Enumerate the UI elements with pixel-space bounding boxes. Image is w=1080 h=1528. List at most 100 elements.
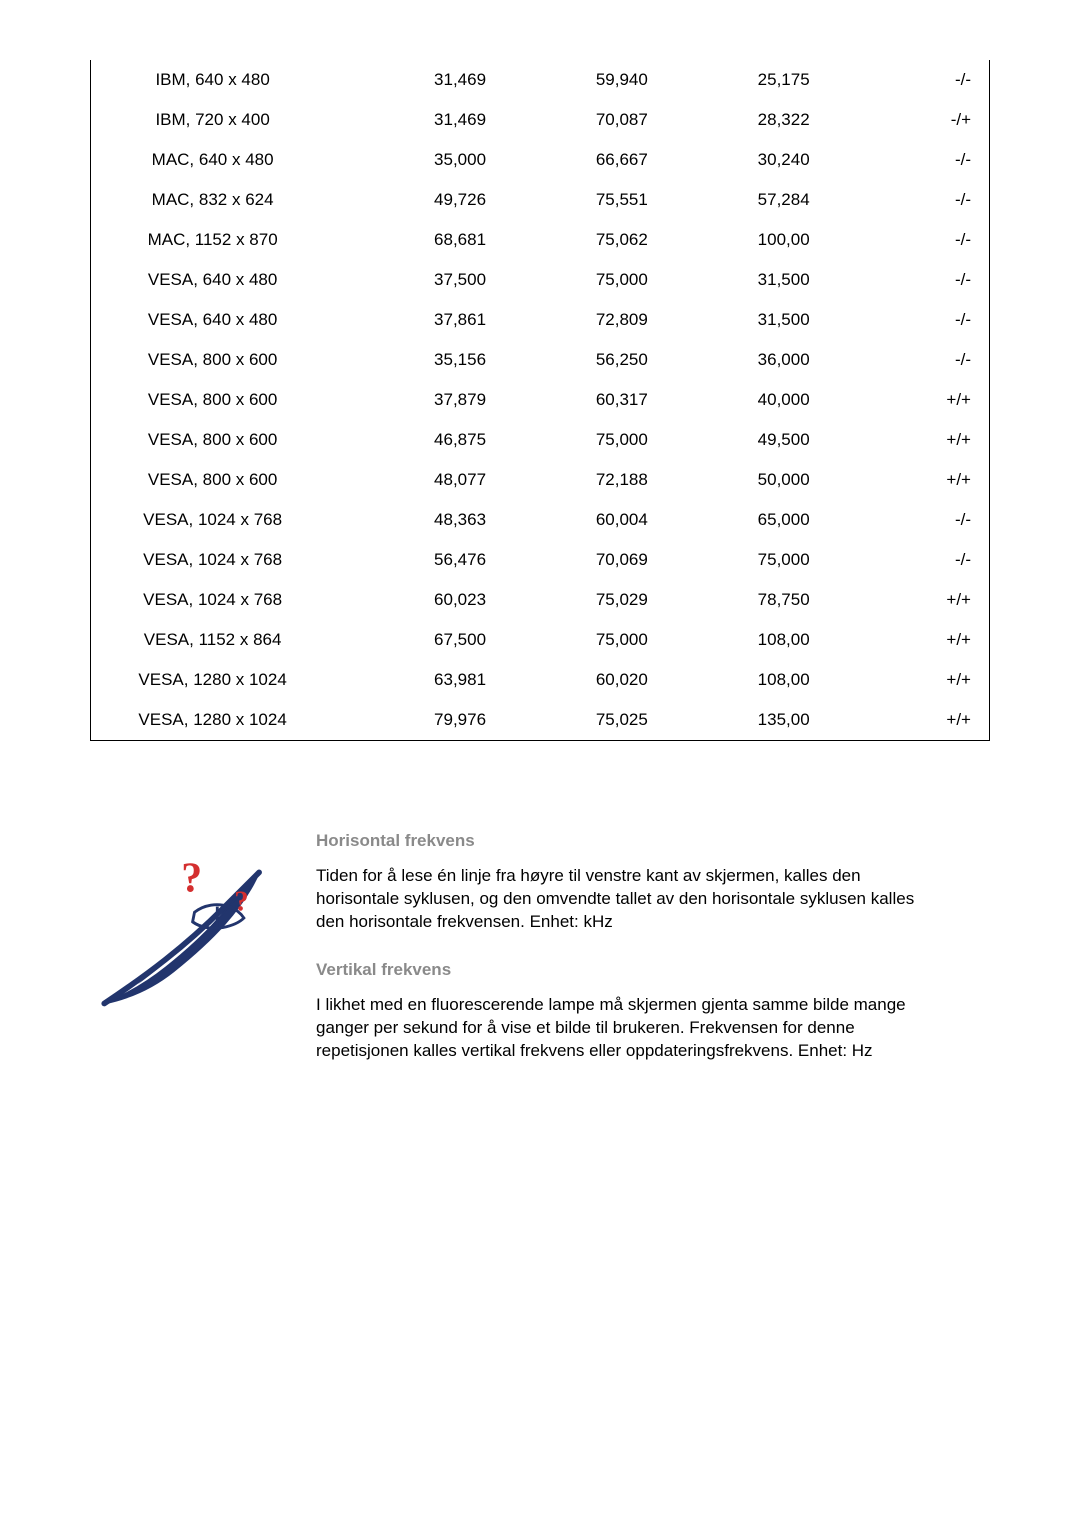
table-cell: 40,000: [666, 380, 828, 420]
display-mode-table: IBM, 640 x 48031,46959,94025,175-/-IBM, …: [90, 60, 990, 741]
table-cell: VESA, 1024 x 768: [91, 500, 343, 540]
table-cell: 75,062: [504, 220, 666, 260]
table-row: VESA, 640 x 48037,50075,00031,500-/-: [91, 260, 990, 300]
table-cell: 79,976: [342, 700, 504, 741]
table-cell: IBM, 720 x 400: [91, 100, 343, 140]
table-cell: -/-: [828, 140, 990, 180]
table-cell: MAC, 1152 x 870: [91, 220, 343, 260]
table-cell: 49,500: [666, 420, 828, 460]
table-cell: -/-: [828, 500, 990, 540]
table-cell: 72,188: [504, 460, 666, 500]
table-cell: +/+: [828, 380, 990, 420]
table-cell: 63,981: [342, 660, 504, 700]
table-cell: 31,500: [666, 300, 828, 340]
table-cell: VESA, 1024 x 768: [91, 540, 343, 580]
table-cell: -/-: [828, 300, 990, 340]
table-row: VESA, 1024 x 76848,36360,00465,000-/-: [91, 500, 990, 540]
table-cell: 36,000: [666, 340, 828, 380]
table-cell: 60,317: [504, 380, 666, 420]
table-cell: -/-: [828, 540, 990, 580]
table-cell: -/-: [828, 260, 990, 300]
info-icon: ? ?: [90, 861, 280, 1018]
table-cell: -/-: [828, 340, 990, 380]
table-cell: +/+: [828, 580, 990, 620]
table-cell: +/+: [828, 420, 990, 460]
table-row: IBM, 640 x 48031,46959,94025,175-/-: [91, 60, 990, 100]
table-cell: 67,500: [342, 620, 504, 660]
table-row: IBM, 720 x 40031,46970,08728,322-/+: [91, 100, 990, 140]
table-cell: MAC, 832 x 624: [91, 180, 343, 220]
vfreq-body: I likhet med en fluorescerende lampe må …: [316, 994, 930, 1063]
table-row: VESA, 1152 x 86467,50075,000108,00+/+: [91, 620, 990, 660]
table-cell: 66,667: [504, 140, 666, 180]
table-cell: -/-: [828, 220, 990, 260]
table-cell: 75,029: [504, 580, 666, 620]
table-cell: 56,476: [342, 540, 504, 580]
page: IBM, 640 x 48031,46959,94025,175-/-IBM, …: [0, 0, 1080, 1149]
table-cell: 37,500: [342, 260, 504, 300]
table-row: MAC, 1152 x 87068,68175,062100,00-/-: [91, 220, 990, 260]
table-cell: +/+: [828, 660, 990, 700]
svg-text:?: ?: [181, 861, 202, 901]
table-cell: 46,875: [342, 420, 504, 460]
table-cell: +/+: [828, 620, 990, 660]
table-cell: 108,00: [666, 660, 828, 700]
table-cell: 56,250: [504, 340, 666, 380]
table-body: IBM, 640 x 48031,46959,94025,175-/-IBM, …: [91, 60, 990, 741]
table-cell: 50,000: [666, 460, 828, 500]
table-row: VESA, 640 x 48037,86172,80931,500-/-: [91, 300, 990, 340]
table-cell: -/+: [828, 100, 990, 140]
table-cell: VESA, 640 x 480: [91, 300, 343, 340]
table-cell: VESA, 1280 x 1024: [91, 660, 343, 700]
table-cell: 60,004: [504, 500, 666, 540]
table-cell: 25,175: [666, 60, 828, 100]
table-cell: 70,069: [504, 540, 666, 580]
table-cell: VESA, 640 x 480: [91, 260, 343, 300]
table-row: VESA, 800 x 60048,07772,18850,000+/+: [91, 460, 990, 500]
table-cell: +/+: [828, 460, 990, 500]
table-cell: VESA, 1024 x 768: [91, 580, 343, 620]
table-cell: 60,020: [504, 660, 666, 700]
table-cell: 48,363: [342, 500, 504, 540]
hfreq-heading: Horisontal frekvens: [316, 831, 930, 851]
table-row: VESA, 800 x 60037,87960,31740,000+/+: [91, 380, 990, 420]
table-cell: 75,551: [504, 180, 666, 220]
table-cell: -/-: [828, 60, 990, 100]
table-cell: 35,156: [342, 340, 504, 380]
table-cell: IBM, 640 x 480: [91, 60, 343, 100]
info-text: Horisontal frekvens Tiden for å lese én …: [316, 831, 990, 1089]
table-cell: 59,940: [504, 60, 666, 100]
table-cell: 28,322: [666, 100, 828, 140]
hfreq-body: Tiden for å lese én linje fra høyre til …: [316, 865, 930, 934]
table-cell: 75,000: [666, 540, 828, 580]
table-cell: 37,879: [342, 380, 504, 420]
table-cell: 48,077: [342, 460, 504, 500]
table-cell: VESA, 800 x 600: [91, 380, 343, 420]
table-cell: 49,726: [342, 180, 504, 220]
table-cell: 135,00: [666, 700, 828, 741]
table-row: VESA, 800 x 60046,87575,00049,500+/+: [91, 420, 990, 460]
table-cell: 70,087: [504, 100, 666, 140]
table-cell: 35,000: [342, 140, 504, 180]
table-cell: -/-: [828, 180, 990, 220]
table-row: VESA, 1024 x 76860,02375,02978,750+/+: [91, 580, 990, 620]
table-cell: MAC, 640 x 480: [91, 140, 343, 180]
table-cell: 31,469: [342, 60, 504, 100]
table-row: VESA, 1280 x 102479,97675,025135,00+/+: [91, 700, 990, 741]
table-cell: 75,000: [504, 260, 666, 300]
table-cell: +/+: [828, 700, 990, 741]
table-cell: 75,000: [504, 620, 666, 660]
table-cell: 75,025: [504, 700, 666, 741]
table-cell: 57,284: [666, 180, 828, 220]
info-section: ? ? Horisontal frekvens Tiden for å lese…: [90, 831, 990, 1089]
table-cell: 65,000: [666, 500, 828, 540]
table-row: VESA, 1024 x 76856,47670,06975,000-/-: [91, 540, 990, 580]
table-cell: 108,00: [666, 620, 828, 660]
table-cell: VESA, 800 x 600: [91, 420, 343, 460]
table-cell: 68,681: [342, 220, 504, 260]
table-row: VESA, 800 x 60035,15656,25036,000-/-: [91, 340, 990, 380]
table-cell: 31,469: [342, 100, 504, 140]
table-row: VESA, 1280 x 102463,98160,020108,00+/+: [91, 660, 990, 700]
vfreq-heading: Vertikal frekvens: [316, 960, 930, 980]
table-cell: 75,000: [504, 420, 666, 460]
